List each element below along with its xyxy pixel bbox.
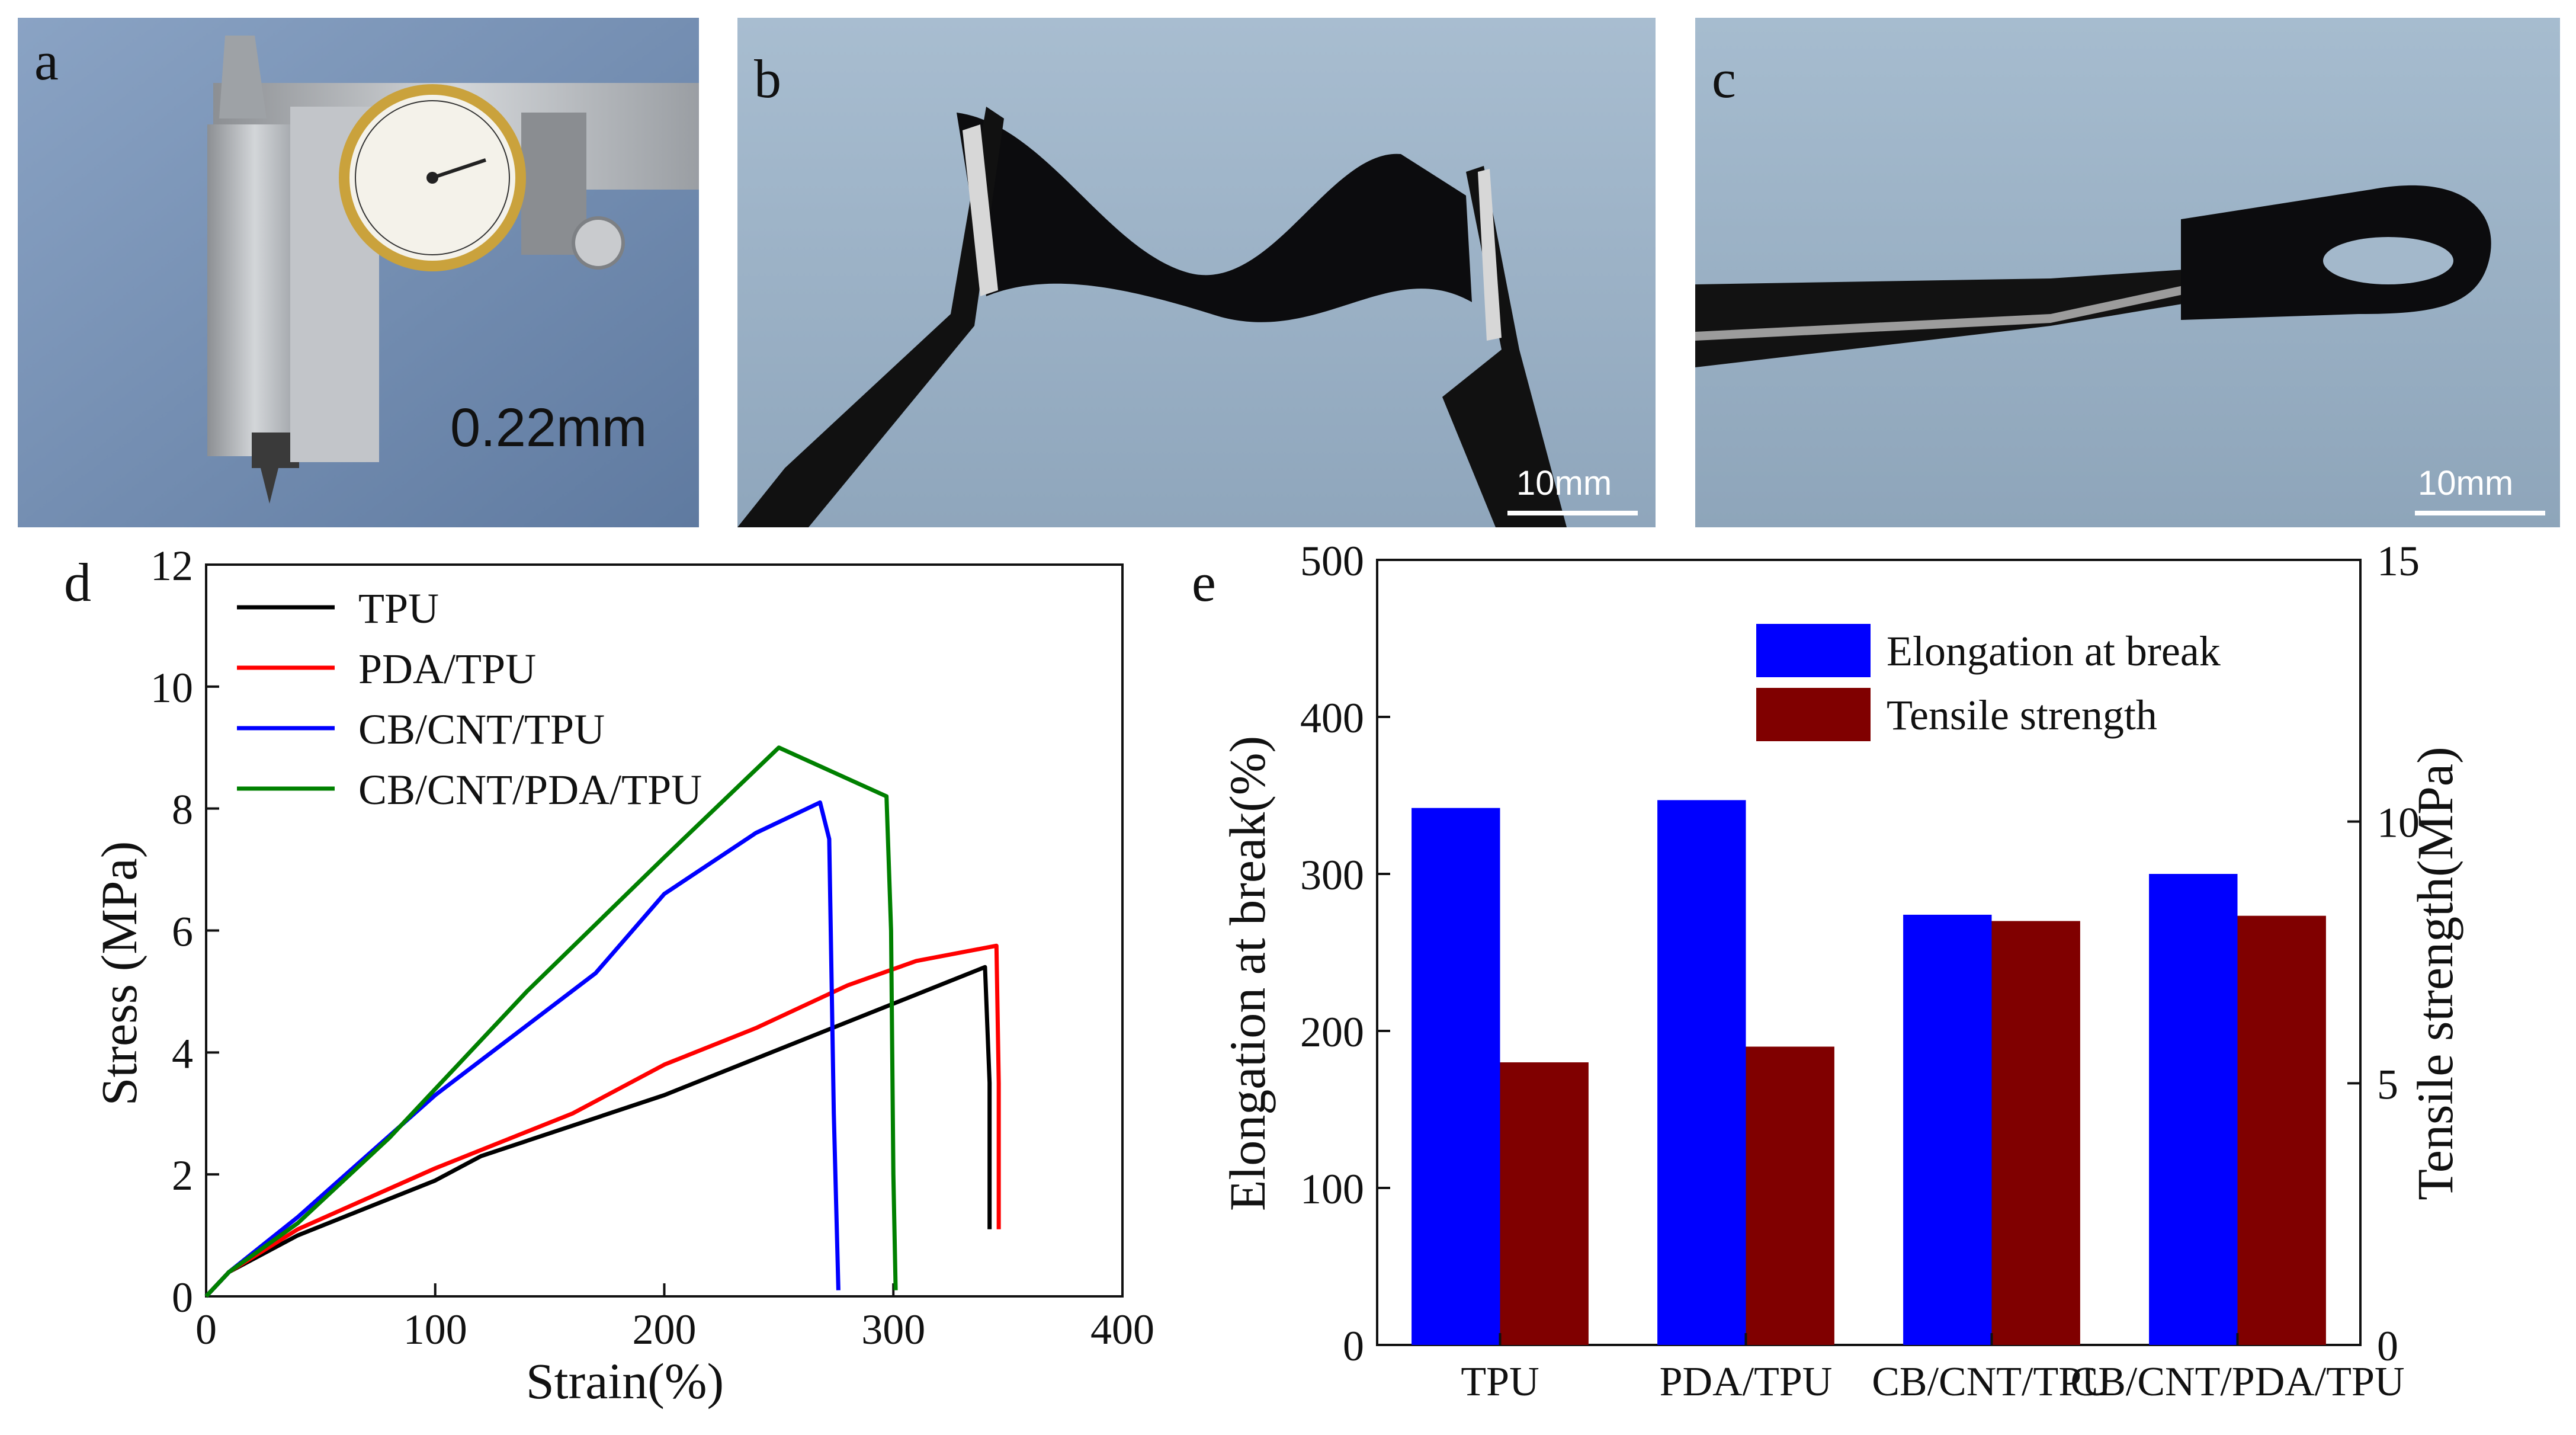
right-y-tick-label: 0 <box>2377 1322 2398 1370</box>
legend-swatch <box>1756 624 1871 677</box>
bar-tensile-strength <box>1991 921 2080 1345</box>
photo-panel-b: b 10mm <box>737 18 1656 527</box>
series-line-cb-cnt-tpu <box>204 800 841 1298</box>
series-line-pda-tpu <box>204 943 1001 1298</box>
category-label: CB/CNT/PDA/TPU <box>2071 1359 2405 1405</box>
panel-label-e: e <box>1192 552 1216 613</box>
left-y-tick-label: 400 <box>1300 694 1364 742</box>
legend-label: CB/CNT/TPU <box>358 706 605 753</box>
left-y-tick-label: 500 <box>1300 545 1364 585</box>
scale-bar-label-b: 10mm <box>1516 464 1612 502</box>
bar-elongation <box>1903 914 1992 1345</box>
left-y-tick-label: 300 <box>1300 851 1364 899</box>
legend-label: PDA/TPU <box>358 645 536 693</box>
y-tick-label: 8 <box>172 786 193 834</box>
left-y-axis-title: Elongation at break(%) <box>1219 736 1276 1211</box>
right-y-axis-title: Tensile strength(MPa) <box>2407 747 2463 1200</box>
category-label: PDA/TPU <box>1660 1359 1833 1405</box>
x-tick-label: 0 <box>195 1306 217 1353</box>
bar-elongation <box>1657 800 1746 1345</box>
series-line-cb-cnt-pda-tpu <box>204 745 898 1298</box>
y-axis-title: Stress (MPa) <box>91 841 147 1106</box>
panel-label-d: d <box>64 552 91 613</box>
x-tick-label: 200 <box>633 1306 697 1353</box>
right-y-tick-label: 10 <box>2377 799 2420 847</box>
left-y-tick-label: 0 <box>1343 1322 1364 1370</box>
scale-bar-label-c: 10mm <box>2418 464 2514 502</box>
y-tick-label: 10 <box>150 664 193 712</box>
x-tick-label: 300 <box>861 1306 925 1353</box>
thickness-measurement: 0.22mm <box>450 398 647 458</box>
folded-film-photo <box>1695 18 2560 527</box>
legend-label: TPU <box>358 585 439 632</box>
x-tick-label: 400 <box>1090 1306 1154 1353</box>
mechanical-properties-bar-chart: 0 100 200 300 400 500 0 5 10 15 TPU PDA/TPU CB/CNT… <box>1219 545 2463 1405</box>
y-tick-label: 2 <box>172 1152 193 1199</box>
category-label: TPU <box>1461 1359 1539 1405</box>
left-y-tick-label: 200 <box>1300 1008 1364 1056</box>
bar-tensile-strength <box>2237 915 2326 1345</box>
legend-label: Tensile strength <box>1887 691 2157 739</box>
panel-label-a: a <box>34 31 59 91</box>
y-tick-label: 6 <box>172 908 193 956</box>
panel-label-b: b <box>754 49 781 109</box>
series-line-tpu <box>204 965 992 1298</box>
x-axis-title: Strain(%) <box>526 1353 724 1410</box>
y-tick-label: 0 <box>172 1274 193 1321</box>
category-label: CB/CNT/TPU <box>1872 1359 2112 1405</box>
twisted-film-photo <box>737 18 1656 527</box>
stress-strain-chart: 0 2 4 6 8 10 12 0 100 200 300 400 TPU PDA/TPU CB/CNT… <box>91 545 1154 1410</box>
bar-tensile-strength <box>1500 1062 1589 1345</box>
photo-panel-a: a 0.22mm <box>18 18 699 527</box>
plot-frame <box>1376 559 2362 1346</box>
photo-panel-c: c 10mm <box>1695 18 2560 527</box>
bar-elongation <box>1411 808 1500 1345</box>
legend-label: Elongation at break <box>1887 627 2221 675</box>
legend-swatch <box>1756 688 1871 741</box>
left-y-tick-label: 100 <box>1300 1165 1364 1213</box>
y-tick-label: 4 <box>172 1030 193 1077</box>
plot-frame <box>205 563 1124 1298</box>
right-y-tick-label: 15 <box>2377 545 2420 585</box>
x-tick-label: 100 <box>403 1306 467 1353</box>
caliper-photo <box>18 18 699 527</box>
bar-tensile-strength <box>1746 1046 1834 1345</box>
bar-elongation <box>2149 874 2238 1345</box>
legend-label: CB/CNT/PDA/TPU <box>358 766 702 813</box>
right-y-tick-label: 5 <box>2377 1061 2398 1108</box>
panel-label-c: c <box>1712 49 1736 109</box>
y-tick-label: 12 <box>150 545 193 590</box>
